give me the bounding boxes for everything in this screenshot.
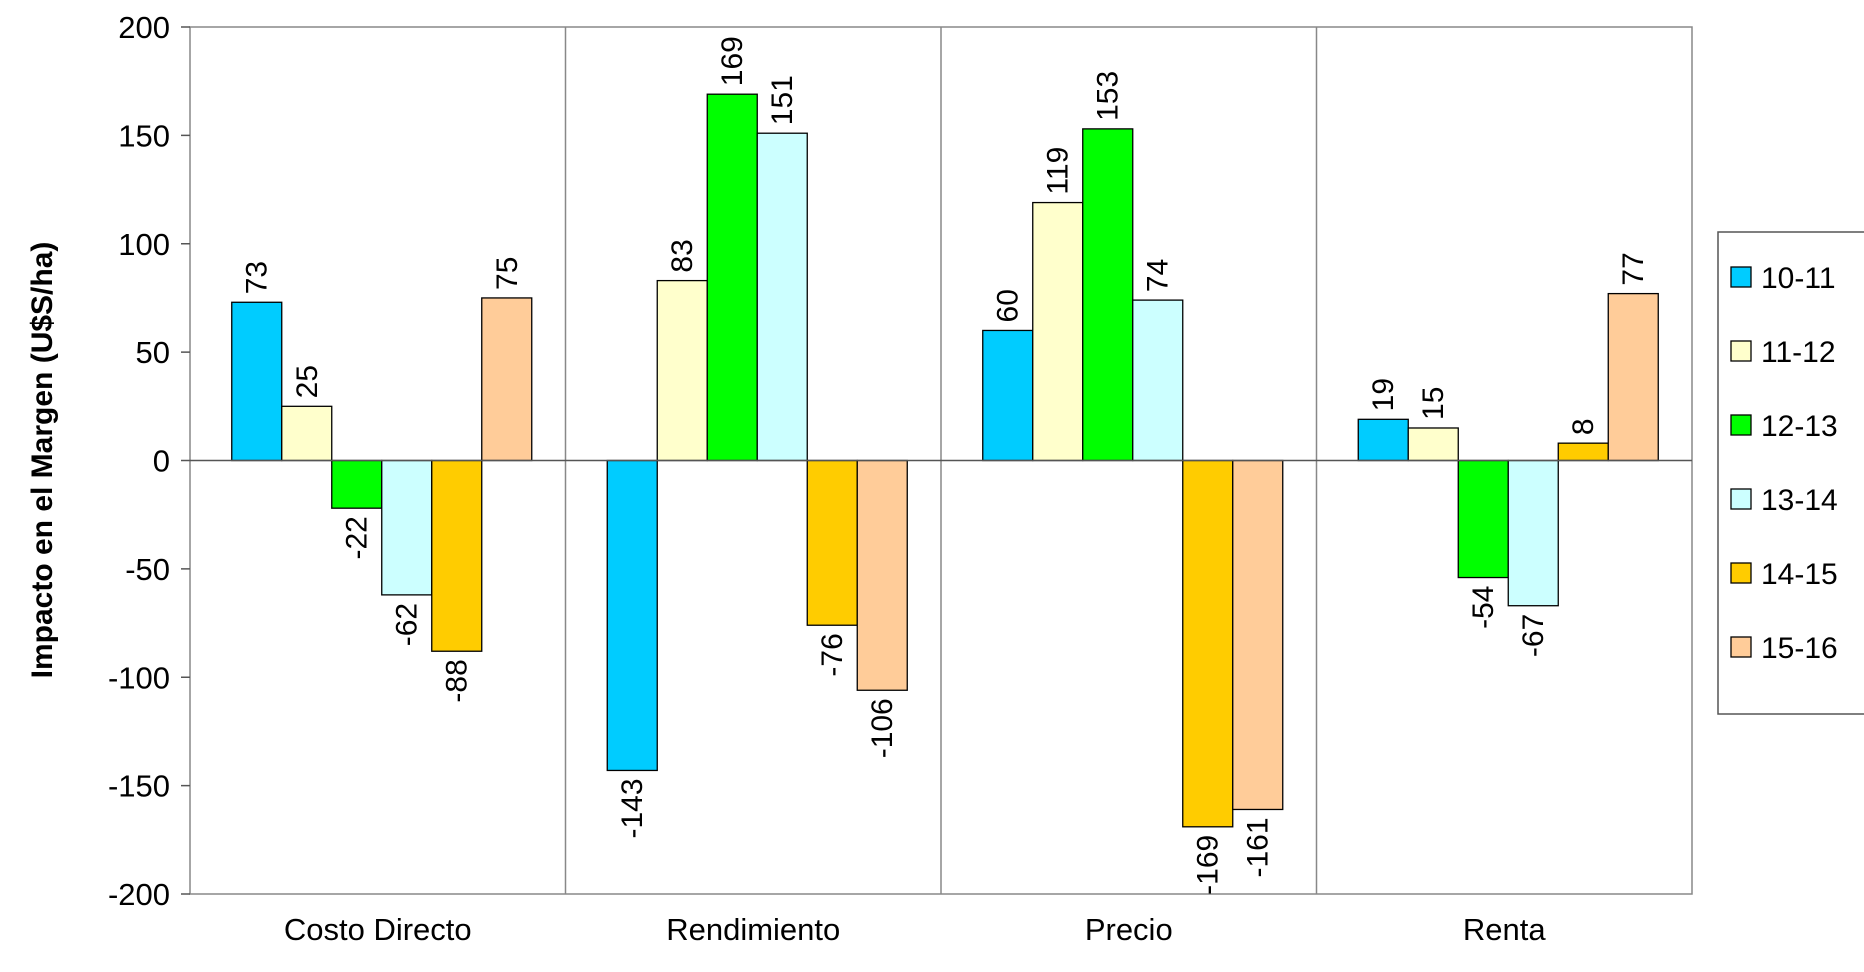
data-label: 60 — [992, 289, 1025, 322]
legend-swatch — [1730, 562, 1752, 584]
bar-11-12-rendimiento — [656, 279, 708, 462]
data-label: -22 — [341, 516, 374, 559]
data-label: 25 — [291, 365, 324, 398]
legend-label: 14-15 — [1761, 558, 1838, 591]
data-label: 77 — [1617, 252, 1650, 285]
data-label: -67 — [1517, 614, 1550, 657]
category-label: Renta — [1463, 912, 1546, 947]
category-label: Precio — [1085, 912, 1173, 947]
data-label: -106 — [866, 698, 899, 758]
data-label: 153 — [1092, 71, 1125, 121]
bar-13-14-costo-directo — [381, 459, 433, 596]
bar-15-16-precio — [1232, 459, 1284, 811]
bar-11-12-renta — [1407, 427, 1459, 462]
y-tick-label: -50 — [125, 552, 170, 587]
y-tick-label: 200 — [118, 10, 170, 45]
data-label: -169 — [1192, 835, 1225, 895]
bar-12-13-renta — [1457, 459, 1509, 579]
bar-10-11-rendimiento — [606, 459, 658, 772]
bar-10-11-costo-directo — [231, 301, 283, 462]
bar-14-15-precio — [1182, 459, 1234, 828]
bar-11-12-precio — [1032, 201, 1084, 462]
bar-12-13-rendimiento — [706, 93, 758, 462]
data-label: 73 — [241, 261, 274, 294]
data-label: 151 — [766, 75, 799, 125]
y-tick-label: -100 — [108, 660, 170, 695]
bar-12-13-precio — [1082, 128, 1134, 462]
data-label: -161 — [1242, 817, 1275, 877]
category-label: Costo Directo — [284, 912, 472, 947]
data-label: 83 — [666, 239, 699, 272]
y-tick-label: 0 — [153, 444, 170, 479]
bar-10-11-renta — [1357, 418, 1409, 462]
legend-swatch — [1730, 340, 1752, 362]
bar-10-11-precio — [982, 329, 1034, 462]
legend-label: 11-12 — [1761, 336, 1836, 369]
legend-label: 12-13 — [1761, 410, 1838, 443]
legend-box — [1717, 231, 1864, 715]
bar-15-16-rendimiento — [856, 459, 908, 691]
data-label: 19 — [1367, 378, 1400, 411]
legend-label: 15-16 — [1761, 632, 1838, 665]
legend-swatch — [1730, 414, 1752, 436]
bar-13-14-renta — [1507, 459, 1559, 607]
bar-12-13-costo-directo — [331, 459, 383, 509]
data-label: 15 — [1417, 387, 1450, 420]
data-label: 119 — [1042, 147, 1075, 195]
bar-11-12-costo-directo — [281, 405, 333, 462]
bar-15-16-renta — [1607, 292, 1659, 462]
y-tick-label: -150 — [108, 769, 170, 804]
data-label: 74 — [1142, 259, 1175, 292]
data-label: 75 — [491, 257, 524, 290]
data-label: -143 — [616, 778, 649, 838]
data-label: -62 — [391, 603, 424, 646]
data-label: -76 — [816, 633, 849, 676]
bar-14-15-renta — [1557, 442, 1609, 462]
bar-14-15-costo-directo — [431, 459, 483, 652]
data-label: 169 — [716, 36, 749, 86]
legend-label: 13-14 — [1761, 484, 1838, 517]
bar-13-14-precio — [1132, 299, 1184, 462]
y-tick-label: 100 — [118, 227, 170, 262]
legend-swatch — [1730, 636, 1752, 658]
y-axis-label: Impacto en el Margen (U$S/ha) — [26, 242, 59, 679]
y-tick-label: 50 — [136, 335, 170, 370]
legend-swatch — [1730, 488, 1752, 510]
y-tick-label: -200 — [108, 877, 170, 912]
legend-label: 10-11 — [1761, 262, 1836, 295]
data-label: 8 — [1567, 418, 1600, 435]
legend: 10-11 11-12 12-13 13-14 14-15 15-16 — [1717, 231, 1864, 715]
bar-13-14-rendimiento — [756, 132, 808, 462]
category-label: Rendimiento — [666, 912, 840, 947]
data-label: -88 — [441, 659, 474, 702]
legend-swatch — [1730, 266, 1752, 288]
data-label: -54 — [1467, 586, 1500, 629]
bar-15-16-costo-directo — [481, 297, 533, 462]
y-tick-label: 150 — [118, 118, 170, 153]
bar-14-15-rendimiento — [806, 459, 858, 626]
